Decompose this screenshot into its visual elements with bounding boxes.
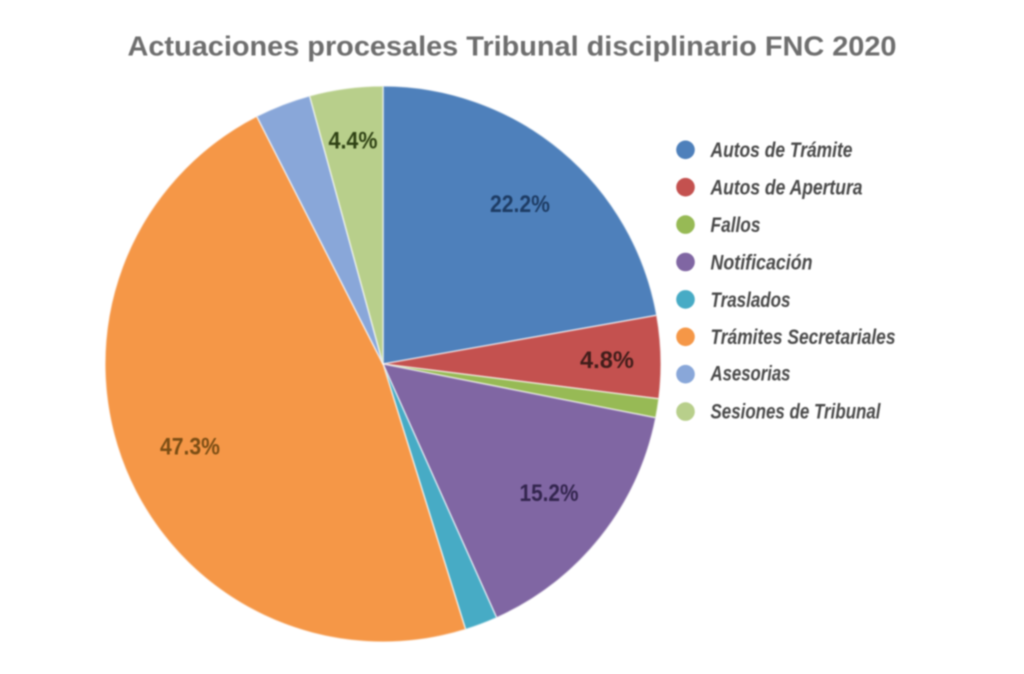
- svg-text:4.8%: 4.8%: [580, 347, 634, 374]
- svg-text:Autos de Trámite: Autos de Trámite: [710, 139, 853, 162]
- svg-text:Fallos: Fallos: [711, 214, 761, 237]
- svg-text:Actuaciones procesales Tribuna: Actuaciones procesales Tribunal discipli…: [128, 30, 897, 61]
- svg-text:15.2%: 15.2%: [520, 480, 579, 507]
- svg-text:Asesorias: Asesorias: [710, 362, 791, 385]
- svg-text:Autos de Apertura: Autos de Apertura: [710, 177, 863, 200]
- svg-text:Notificación: Notificación: [711, 251, 813, 274]
- svg-text:Trámites Secretariales: Trámites Secretariales: [711, 326, 896, 349]
- svg-text:22.2%: 22.2%: [490, 191, 550, 218]
- svg-text:47.3%: 47.3%: [160, 433, 220, 460]
- svg-text:Traslados: Traslados: [711, 289, 791, 312]
- svg-text:Sesiones de Tribunal: Sesiones de Tribunal: [711, 401, 882, 424]
- svg-text:4.4%: 4.4%: [329, 128, 378, 155]
